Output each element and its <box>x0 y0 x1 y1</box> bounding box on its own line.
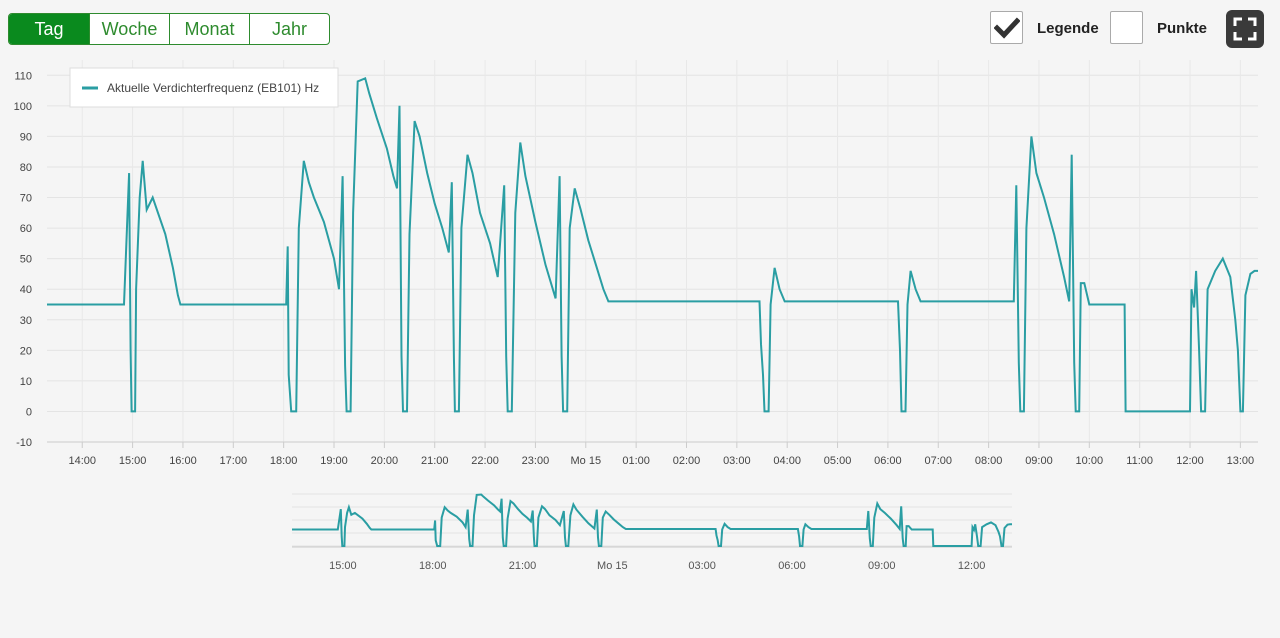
x-tick-label: 05:00 <box>824 455 852 467</box>
x-tick-label: 09:00 <box>1025 455 1053 467</box>
points-checkbox[interactable] <box>1110 11 1143 44</box>
navigator-tick-label: 06:00 <box>778 560 806 572</box>
x-tick-label: 23:00 <box>522 455 550 467</box>
y-axis: -10 0 10 20 30 40 50 60 70 80 90 100 110 <box>14 70 32 449</box>
fullscreen-button[interactable] <box>1226 10 1264 48</box>
points-label: Punkte <box>1157 20 1208 37</box>
y-tick-label: 0 <box>26 406 32 418</box>
y-tick-label: 60 <box>20 223 32 235</box>
legend-label-series: Aktuelle Verdichterfrequenz (EB101) Hz <box>107 81 319 95</box>
x-tick-label: 19:00 <box>320 455 348 467</box>
y-grid <box>47 74 1258 443</box>
range-tab-day[interactable]: Tag <box>9 14 89 44</box>
y-tick-label: 90 <box>20 131 32 143</box>
navigator-tick-label: 09:00 <box>868 560 896 572</box>
legend[interactable]: Aktuelle Verdichterfrequenz (EB101) Hz <box>69 67 339 108</box>
x-tick-label: 02:00 <box>673 455 701 467</box>
y-tick-label: 30 <box>20 315 32 327</box>
y-tick-label: 10 <box>20 376 32 388</box>
x-tick-label: 08:00 <box>975 455 1003 467</box>
x-tick-label: 06:00 <box>874 455 902 467</box>
range-tab-week[interactable]: Woche <box>89 14 169 44</box>
fullscreen-icon <box>1233 17 1257 41</box>
x-grid <box>81 60 1241 442</box>
x-tick-label: 21:00 <box>421 455 449 467</box>
navigator-x-axis: 15:00 18:00 21:00 Mo 15 03:00 06:00 09:00 12:00 <box>329 560 985 572</box>
y-tick-label: 110 <box>14 70 32 82</box>
x-tick-label: 16:00 <box>169 455 197 467</box>
navigator-line <box>292 493 1012 547</box>
navigator-tick-label: 18:00 <box>419 560 447 572</box>
y-tick-label: 50 <box>20 254 32 266</box>
y-tick-label: 40 <box>20 284 32 296</box>
x-tick-label: Mo 15 <box>570 455 601 467</box>
navigator-tick-label: 03:00 <box>688 560 716 572</box>
x-tick-label: 04:00 <box>773 455 801 467</box>
y-tick-label: -10 <box>16 437 32 449</box>
legend-checkbox[interactable] <box>990 11 1023 44</box>
x-tick-label: 15:00 <box>119 455 147 467</box>
y-tick-label: 80 <box>20 162 32 174</box>
x-axis: 14:00 15:00 16:00 17:00 18:00 19:00 20:00 21:00… <box>47 441 1258 467</box>
y-tick-label: 70 <box>20 193 32 205</box>
x-tick-label: 10:00 <box>1076 455 1104 467</box>
x-tick-label: 20:00 <box>371 455 399 467</box>
navigator-chart[interactable]: 15:00 18:00 21:00 Mo 15 03:00 06:00 09:00 12:00 <box>0 488 1280 578</box>
navigator-tick-label: Mo 15 <box>597 560 628 572</box>
navigator-grid <box>292 493 1012 548</box>
range-selector: Tag Woche Monat Jahr <box>8 13 330 45</box>
navigator-tick-label: 12:00 <box>958 560 986 572</box>
navigator-tick-label: 15:00 <box>329 560 357 572</box>
x-tick-label: 22:00 <box>471 455 499 467</box>
x-tick-label: 14:00 <box>68 455 96 467</box>
x-tick-label: 17:00 <box>220 455 248 467</box>
x-tick-label: 13:00 <box>1227 455 1255 467</box>
check-icon <box>994 17 1020 39</box>
x-tick-label: 12:00 <box>1176 455 1204 467</box>
x-tick-label: 01:00 <box>622 455 650 467</box>
series-line[interactable] <box>47 76 1258 413</box>
x-tick-label: 18:00 <box>270 455 298 467</box>
navigator-tick-label: 21:00 <box>509 560 537 572</box>
y-tick-label: 100 <box>14 101 32 113</box>
x-tick-label: 03:00 <box>723 455 751 467</box>
x-tick-label: 11:00 <box>1126 455 1153 467</box>
x-tick-label: 07:00 <box>924 455 952 467</box>
y-tick-label: 20 <box>20 345 32 357</box>
range-tab-month[interactable]: Monat <box>169 14 249 44</box>
legend-label: Legende <box>1037 20 1099 37</box>
range-tab-year[interactable]: Jahr <box>249 14 329 44</box>
chart-toggles: Legende Punkte <box>980 10 1280 48</box>
